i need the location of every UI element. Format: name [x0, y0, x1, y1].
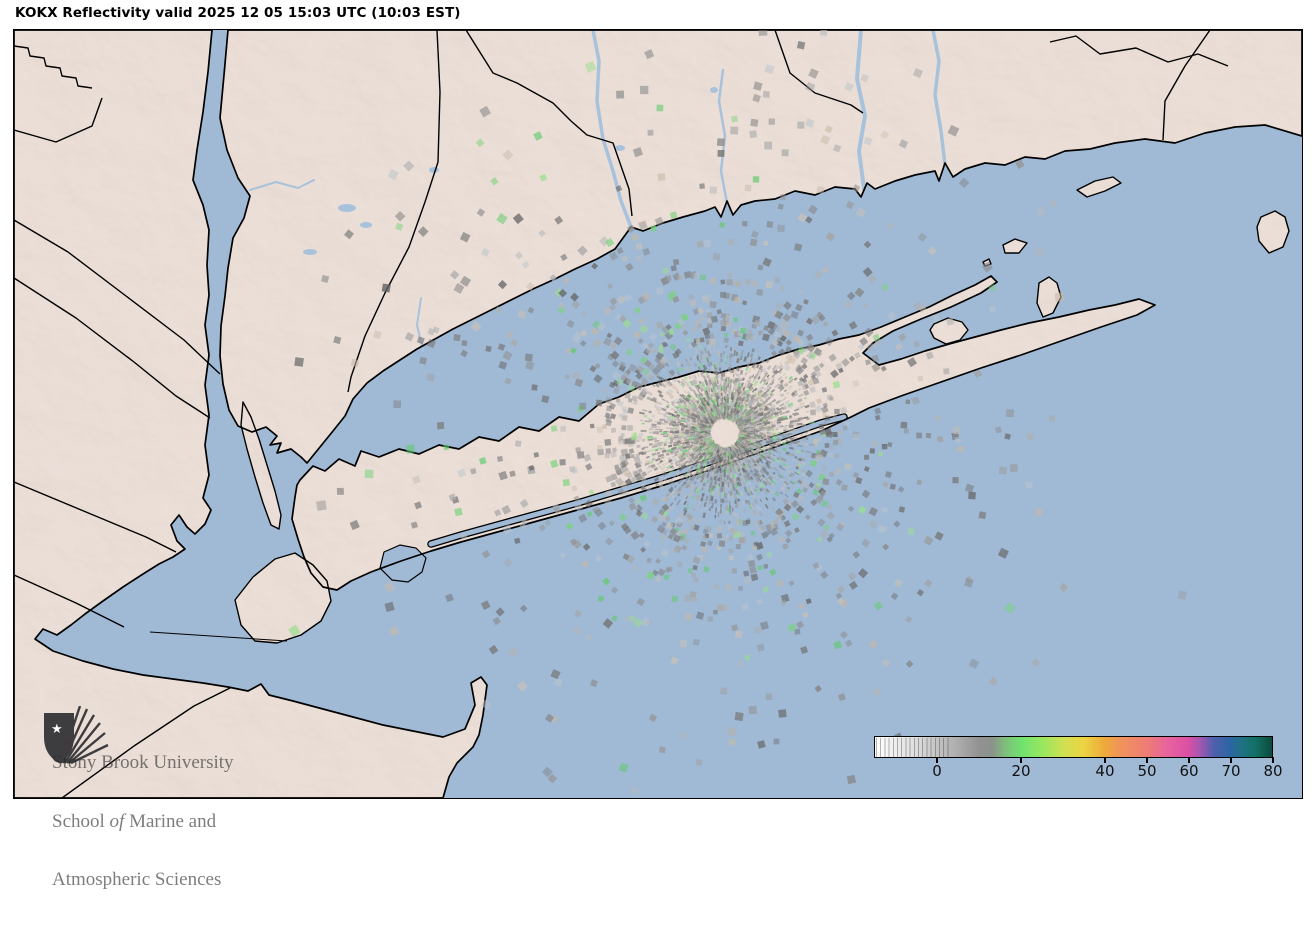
- colorbar-tick-label: 20: [1011, 762, 1031, 780]
- colorbar-tick-label: 80: [1263, 762, 1283, 780]
- coastlines: [14, 30, 1302, 798]
- colorbar-discrete-stripes: [876, 738, 951, 758]
- colorbar-tick-label: 70: [1221, 762, 1241, 780]
- radar-echoes: [288, 30, 1187, 794]
- colorbar: 0 20 40 50 60 70 80: [874, 736, 1283, 782]
- radar-map: ★ Stony Brook University School of Marin…: [13, 29, 1303, 889]
- title-bar: KOKX Reflectivity valid 2025 12 05 15:03…: [0, 0, 1316, 29]
- svg-text:★: ★: [51, 722, 63, 737]
- rivers: [249, 30, 947, 352]
- colorbar-tick-label: 40: [1095, 762, 1115, 780]
- colorbar-tick: [1104, 757, 1106, 763]
- sbu-shield-icon: ★: [44, 706, 109, 765]
- colorbar-tick: [1272, 757, 1274, 763]
- sbu-logo: ★ Stony Brook University School of Marin…: [42, 706, 234, 929]
- page-title: KOKX Reflectivity valid 2025 12 05 15:03…: [15, 5, 461, 21]
- colorbar-tick: [1230, 757, 1232, 763]
- colorbar-tick-label: 0: [932, 762, 942, 780]
- colorbar-gradient: [874, 736, 1273, 758]
- radar-map-canvas: [14, 30, 1302, 798]
- jamaica-bay: [379, 544, 427, 583]
- colorbar-tick-label: 50: [1137, 762, 1157, 780]
- colorbar-tick: [936, 757, 938, 763]
- colorbar-tick: [1188, 757, 1190, 763]
- boundary-lines: [14, 30, 1229, 798]
- colorbar-tick: [1020, 757, 1022, 763]
- sbu-logo-line2: School of Marine and: [52, 810, 217, 832]
- colorbar-tick-label: 60: [1179, 762, 1199, 780]
- colorbar-tick: [1146, 757, 1148, 763]
- sbu-logo-line3: Atmospheric Sciences: [52, 869, 222, 890]
